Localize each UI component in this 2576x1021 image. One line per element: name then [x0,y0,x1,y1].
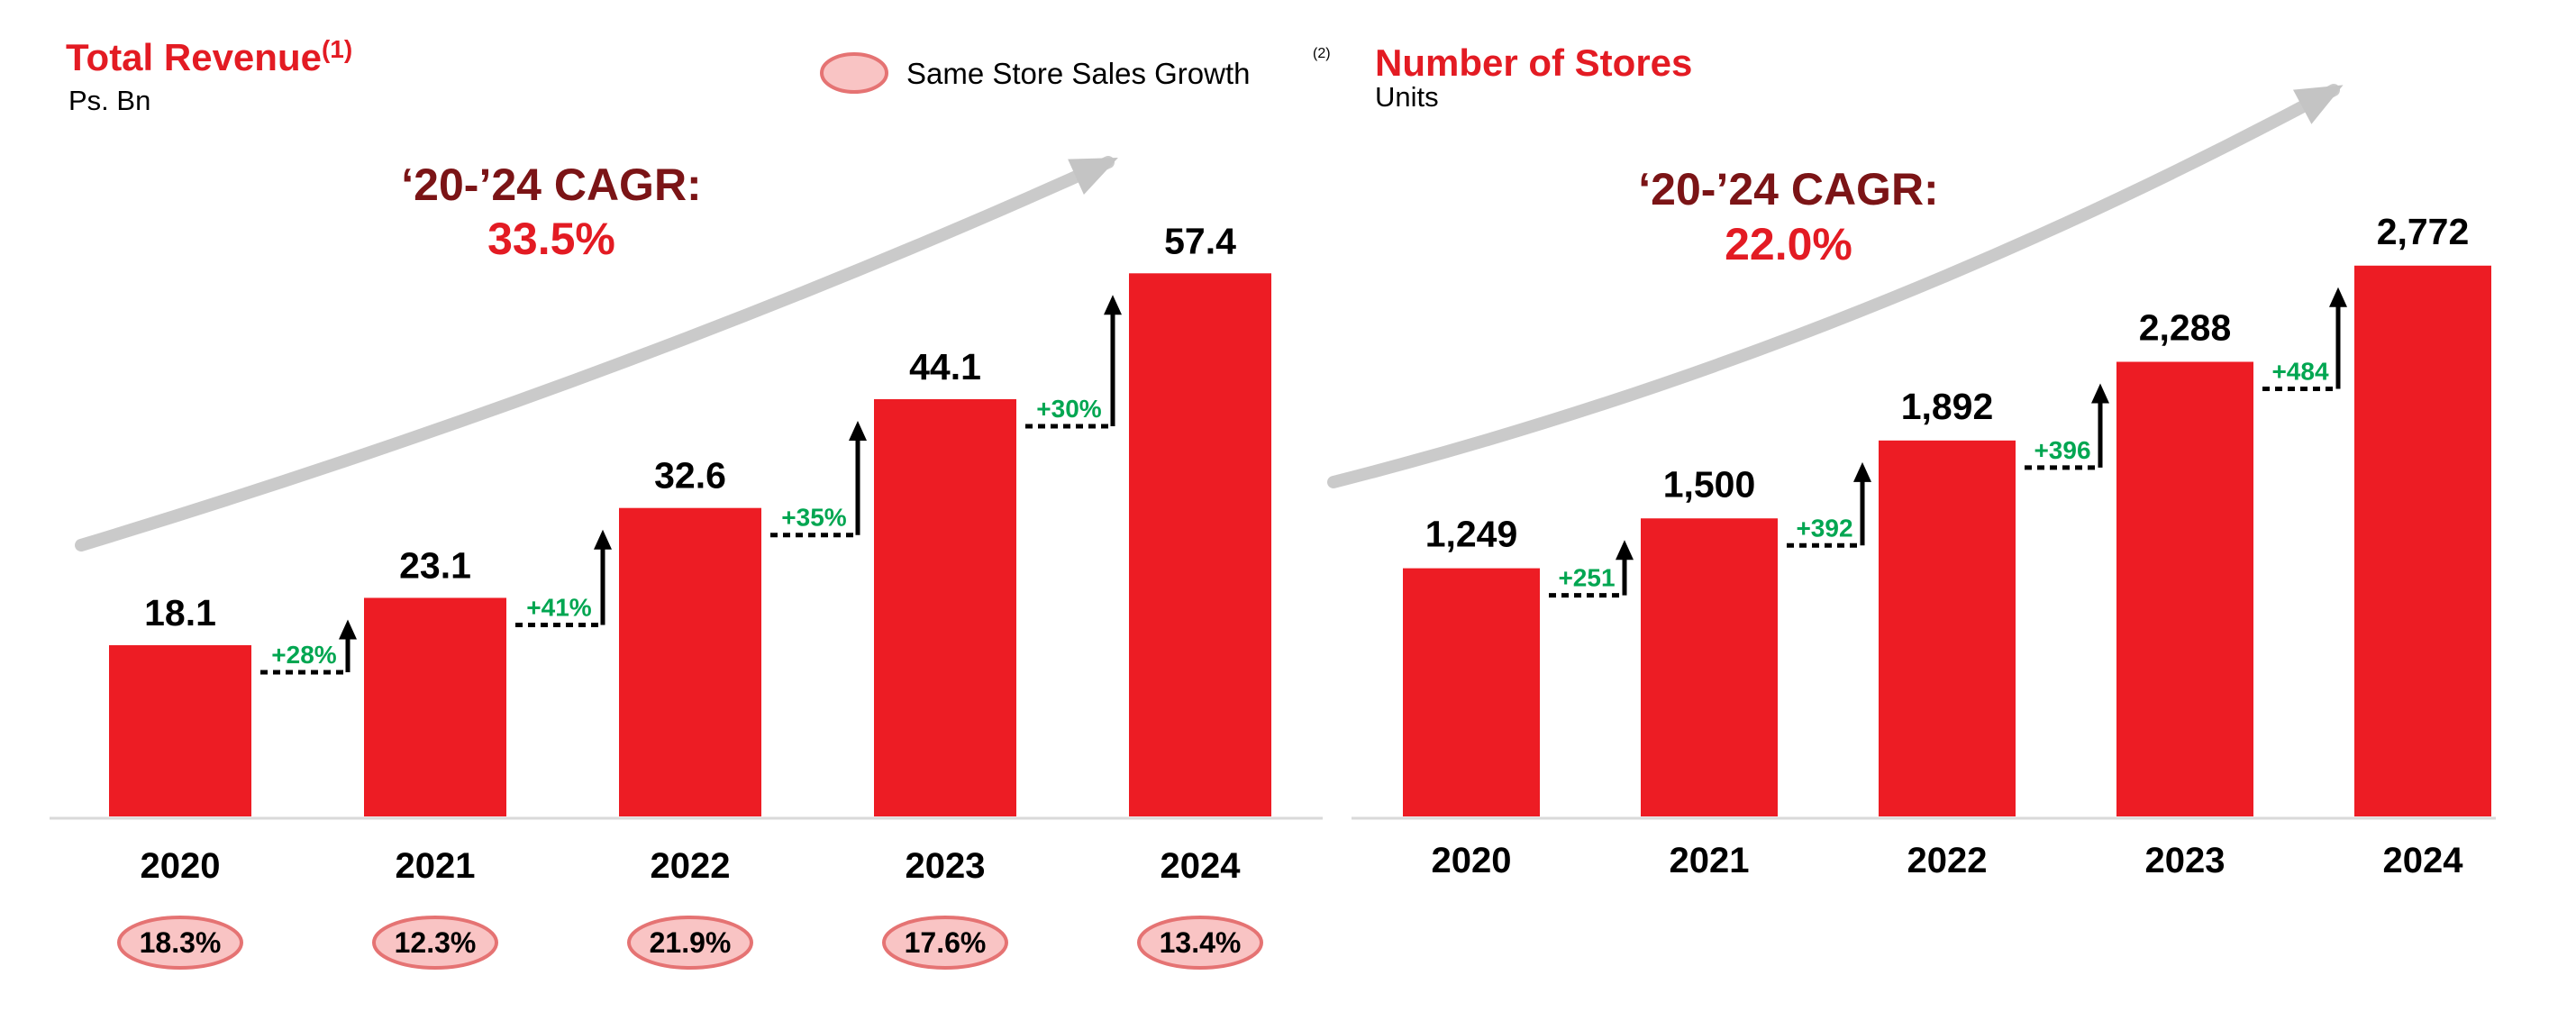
revenue-growth-connector [515,529,612,627]
stores-growth-connector [2025,383,2109,470]
revenue-chart-title: Total Revenue(1) [66,35,352,78]
stores-growth-label: +251 [1558,564,1615,592]
revenue-x-tick-label: 2024 [1161,846,1242,886]
revenue-cagr-label: ‘20-’24 CAGR: [401,160,701,210]
stores-bar-2022 [1879,440,2016,816]
up-arrow-icon [2329,287,2347,307]
revenue-sssg-label: 21.9% [650,926,732,959]
stores-growth-connector [2262,287,2347,391]
revenue-growth-label: +41% [526,593,591,621]
stores-growth-label: +484 [2271,357,2328,385]
stores-x-tick-label: 2021 [1670,841,1750,880]
stores-chart: Number of Stores Units ‘20-’24 CAGR: 22.… [1327,41,2496,880]
revenue-bar-2021 [364,597,506,816]
legend-swatch [820,52,888,94]
legend-note: (2) [1313,46,1331,61]
up-arrow-icon [339,619,357,640]
stores-bar-2024 [2354,265,2491,816]
stores-bar-2020 [1403,568,1540,816]
stores-growth-label: +392 [1796,514,1852,542]
stores-growth-connector [1549,540,1634,598]
revenue-bar-2020 [109,644,251,816]
revenue-growth-connector [1025,295,1122,429]
up-arrow-icon [1616,540,1634,561]
revenue-value-label: 32.6 [654,455,726,497]
stores-growth-connector [1787,461,1871,548]
revenue-sssg-badge: 21.9% [627,916,753,970]
stores-trend-arrow [1327,84,2344,488]
revenue-sssg-label: 17.6% [905,926,987,959]
revenue-growth-label: +30% [1036,395,1101,423]
revenue-title-text: Total Revenue [66,36,322,78]
stores-x-tick-label: 2020 [1432,841,1512,880]
revenue-cagr-value: 33.5% [487,214,615,264]
stores-growth-label: +396 [2034,436,2090,464]
stores-x-tick-label: 2024 [2383,841,2464,880]
up-arrow-icon [1853,461,1871,482]
up-arrow-icon [594,529,612,550]
up-arrow-icon [2091,383,2109,404]
stores-bar-2021 [1641,518,1778,816]
stores-cagr-value: 22.0% [1725,219,1852,269]
revenue-chart: Total Revenue(1) Ps. Bn ‘20-’24 CAGR: 33… [50,35,1323,970]
stores-bar-2023 [2116,361,2253,816]
revenue-sssg-label: 12.3% [395,926,477,959]
revenue-x-tick-label: 2023 [906,846,986,886]
stores-cagr-label: ‘20-’24 CAGR: [1638,164,1938,214]
revenue-chart-subtitle: Ps. Bn [68,85,150,116]
revenue-sssg-badge: 12.3% [372,916,498,970]
stores-x-tick-label: 2022 [1907,841,1988,880]
revenue-trend-arrow [75,156,1118,552]
revenue-value-label: 57.4 [1164,220,1236,261]
revenue-bar-2023 [874,398,1016,816]
revenue-growth-connector [260,619,357,675]
stores-value-label: 1,249 [1425,514,1518,555]
revenue-x-tick-label: 2022 [651,846,731,886]
revenue-sssg-label: 13.4% [1160,926,1242,959]
revenue-bar-2022 [619,507,761,816]
revenue-growth-label: +35% [781,504,846,532]
legend: Same Store Sales Growth (2) [820,46,1331,94]
stores-chart-title: Number of Stores [1375,41,1692,84]
revenue-value-label: 18.1 [144,592,216,634]
stores-value-label: 1,500 [1663,463,1756,505]
up-arrow-icon [849,420,867,441]
legend-label: Same Store Sales Growth [906,57,1251,90]
stores-value-label: 2,772 [2377,211,2470,252]
stores-value-label: 1,892 [1901,386,1994,427]
revenue-growth-connector [770,420,867,538]
revenue-sssg-badge: 13.4% [1137,916,1263,970]
revenue-x-tick-label: 2021 [396,846,476,886]
stores-x-tick-label: 2023 [2145,841,2226,880]
revenue-sssg-badge: 18.3% [117,916,243,970]
up-arrow-icon [1104,295,1122,315]
stores-value-label: 2,288 [2139,306,2232,348]
revenue-value-label: 23.1 [399,544,471,586]
revenue-value-label: 44.1 [909,346,981,387]
revenue-growth-label: +28% [271,641,336,669]
revenue-sssg-label: 18.3% [140,926,222,959]
revenue-title-note: (1) [322,35,352,63]
stores-chart-subtitle: Units [1375,81,1439,113]
revenue-x-tick-label: 2020 [141,846,221,886]
revenue-sssg-badge: 17.6% [882,916,1008,970]
revenue-bar-2024 [1129,273,1271,816]
